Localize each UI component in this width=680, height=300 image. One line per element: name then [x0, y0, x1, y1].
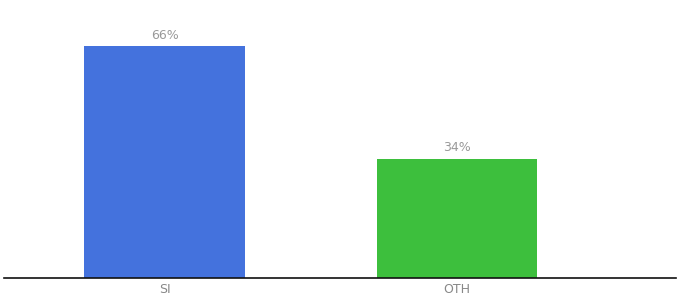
Bar — [84, 46, 245, 278]
Text: 34%: 34% — [443, 141, 471, 154]
Text: 66%: 66% — [151, 29, 179, 42]
Bar — [377, 159, 537, 278]
